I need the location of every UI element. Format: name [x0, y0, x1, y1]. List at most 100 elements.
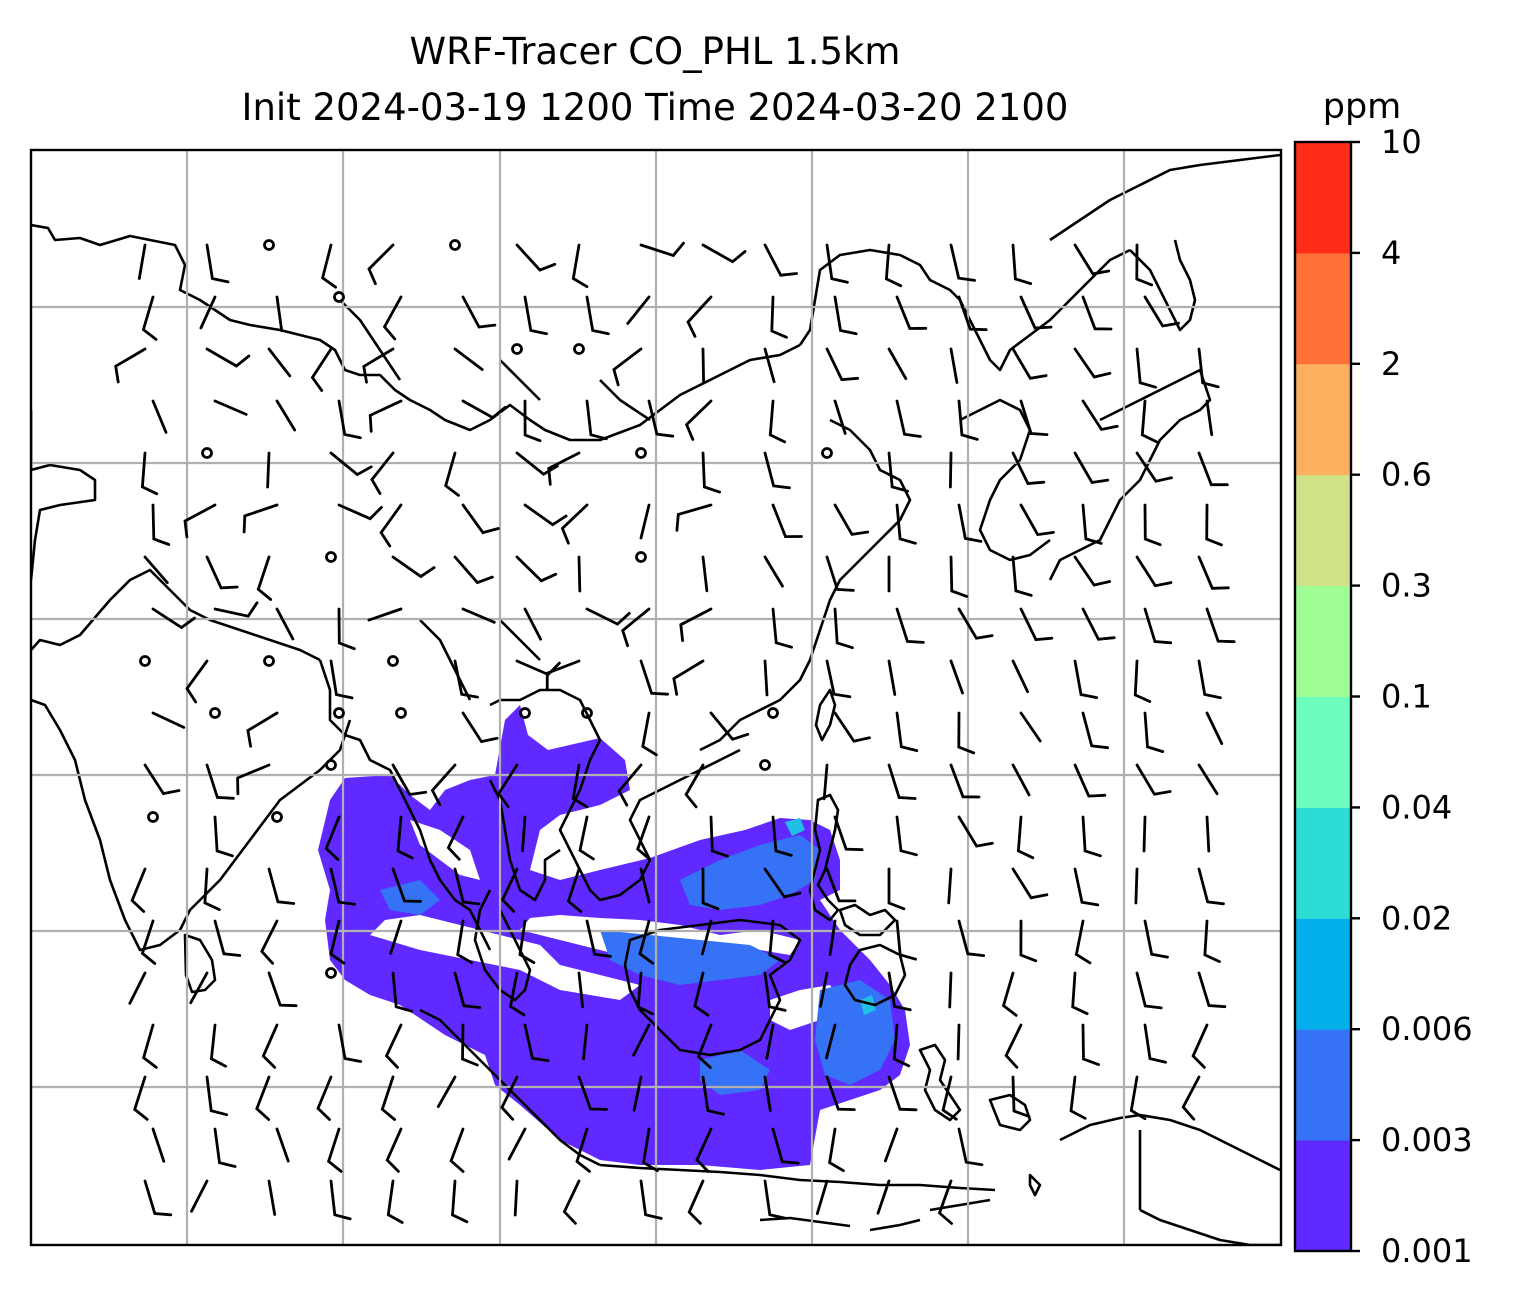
coast-philippines-mindanao: [843, 943, 907, 1007]
coast-russia-far-east: [1049, 153, 1281, 332]
wind-barb: [1133, 659, 1152, 703]
wind-barb: [515, 243, 557, 272]
wind-barb: [1019, 295, 1053, 330]
wind-barb: [151, 399, 168, 434]
wind-barb: [521, 815, 527, 853]
wind-barb: [362, 347, 395, 384]
wind-barb: [389, 919, 403, 955]
wind-barb: [672, 659, 705, 696]
wind-barb: [326, 1127, 343, 1173]
wind-barb: [887, 659, 897, 696]
wind-barb: [1073, 867, 1100, 907]
coast-china-south: [699, 418, 912, 752]
wind-barb: [763, 971, 787, 1012]
wind-barb: [1081, 711, 1109, 750]
plume-gap-1: [370, 915, 640, 1000]
coast-india-west: [31, 410, 321, 662]
colorbar-swatch: [1295, 918, 1351, 1030]
wind-barb: [151, 711, 186, 729]
wind-barb: [949, 243, 976, 282]
wind-barb: [382, 295, 403, 341]
wind-barb: [884, 243, 903, 288]
wind-barb: [523, 607, 542, 641]
wind-barb: [825, 1023, 837, 1060]
calm-wind-marker: [147, 811, 159, 823]
wind-barb: [825, 555, 855, 592]
wind-barb: [957, 919, 986, 957]
plume-region-blue-2: [600, 930, 780, 985]
wind-barb: [260, 919, 279, 965]
wind-barb: [1140, 399, 1159, 444]
wind-barb: [1135, 555, 1173, 588]
wind-barb: [949, 347, 959, 384]
wind-barb: [209, 1023, 227, 1068]
wind-barb: [1081, 815, 1102, 858]
wind-barb: [1143, 295, 1180, 328]
calm-wind-marker: [581, 707, 593, 719]
wind-barb: [948, 971, 953, 1009]
wind-barb: [213, 601, 259, 618]
wind-barb: [1081, 1023, 1100, 1066]
wind-barb: [1019, 399, 1049, 436]
wind-barb: [213, 919, 242, 957]
wind-barb: [636, 815, 652, 861]
wind-barb: [255, 1075, 271, 1121]
colorbar-swatch: [1295, 142, 1351, 254]
wind-barb: [329, 451, 373, 477]
borders-asia-2: [419, 619, 541, 701]
wind-barb: [396, 815, 414, 860]
calm-wind-marker: [767, 707, 779, 719]
wind-barb: [141, 1023, 158, 1069]
colorbar-swatch: [1295, 1140, 1351, 1252]
wind-barb: [391, 555, 436, 579]
wind-barb: [137, 243, 147, 280]
wind-barb: [1135, 243, 1154, 287]
coast-korea: [959, 398, 1051, 562]
wind-barb: [1205, 503, 1223, 547]
wind-barb: [213, 399, 248, 416]
wind-barb: [571, 763, 589, 809]
wind-barb: [500, 867, 519, 913]
wind-barb: [151, 503, 171, 546]
wind-barb: [461, 607, 496, 624]
wind-barb: [763, 659, 769, 697]
wind-barb: [1011, 867, 1049, 900]
wind-barb: [887, 971, 912, 1012]
wind-barb: [1143, 711, 1165, 753]
wind-barb: [1011, 763, 1031, 797]
wind-barb: [1135, 451, 1173, 483]
wind-barb: [566, 867, 583, 913]
wind-barb: [701, 867, 720, 911]
wind-barb: [892, 1023, 911, 1068]
colorbar-tick-label: 10: [1381, 123, 1422, 161]
wind-barb: [585, 295, 610, 336]
wind-barb: [825, 1075, 856, 1111]
wind-barb: [1197, 555, 1230, 590]
calm-wind-marker: [271, 811, 283, 823]
wind-barb: [1074, 919, 1092, 965]
wind-barb: [833, 711, 871, 743]
calm-wind-marker: [395, 707, 407, 719]
wind-barb: [895, 919, 917, 961]
wind-barb: [684, 399, 713, 441]
wind-barb: [833, 399, 847, 435]
wind-barb: [1004, 1023, 1023, 1069]
plume-region-blue-4: [380, 880, 440, 915]
wind-barb: [391, 867, 422, 903]
wind-barb: [947, 867, 953, 905]
wind-barb: [453, 659, 479, 699]
map-content: [31, 150, 1281, 1245]
wind-barb: [949, 763, 981, 799]
wind-barb: [337, 399, 362, 440]
wind-barb: [1011, 347, 1048, 380]
coast-borneo: [623, 918, 802, 1057]
wind-barb: [639, 241, 685, 258]
wind-barb: [1197, 763, 1219, 796]
wind-barb: [768, 399, 787, 444]
wind-barb: [639, 867, 651, 904]
wind-barb: [523, 1023, 550, 1062]
wind-barb: [205, 243, 230, 284]
coast-philippines-visayas: [838, 903, 897, 937]
wind-barb: [709, 711, 750, 741]
wind-barb: [828, 919, 837, 956]
